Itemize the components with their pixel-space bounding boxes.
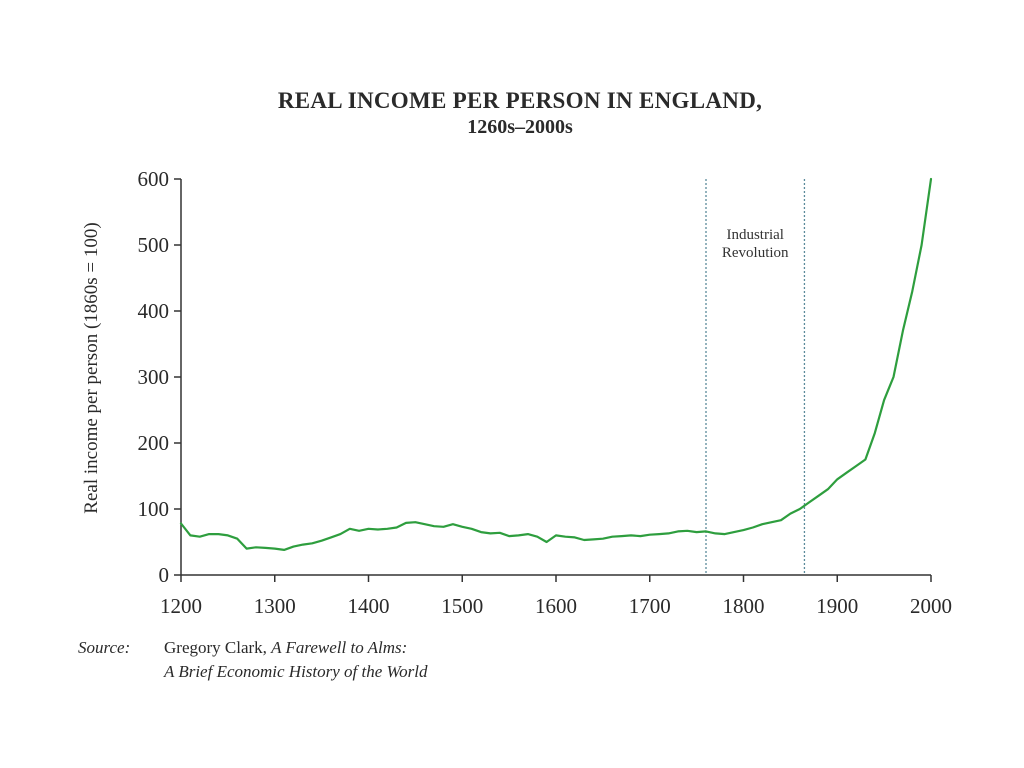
source-book-title-line-2: A Brief Economic History of the World [164,662,428,681]
source-label-text: Source [78,638,125,657]
source-author: Gregory Clark, [164,638,267,657]
source-label: Source: [78,636,164,660]
source-note: Source: Gregory Clark, A Farewell to Alm… [78,636,427,684]
y-tick-label: 400 [138,299,170,323]
y-tick-label: 500 [138,233,170,257]
x-tick-label: 1500 [441,594,483,618]
annotation-label-line-1: Industrial [726,227,784,243]
chart-title: REAL INCOME PER PERSON IN ENGLAND, [277,88,763,113]
income-series [179,177,933,551]
x-tick-label: 2000 [910,594,952,618]
y-tick-label: 600 [138,167,170,191]
x-tick-label: 1900 [816,594,858,618]
y-tick-label: 200 [138,431,170,455]
x-tick-label: 1400 [348,594,390,618]
x-tick-label: 1300 [254,594,296,618]
chart-subtitle: 1260s–2000s [467,116,573,138]
source-label-colon: : [124,638,131,657]
income-line [179,177,933,551]
x-tick-label: 1200 [160,594,202,618]
x-tick-label: 1600 [535,594,577,618]
annotation-label-line-2: Revolution [722,245,789,261]
y-tick-label: 300 [138,365,170,389]
axes: 0 100 200 300 400 500 600 1200 1300 1400 1500 1600 1… [138,167,953,618]
source-book-title-line-1: A Farewell to Alms: [271,638,408,657]
industrial-revolution-markers: Industrial Revolution [705,179,806,575]
y-tick-label: 0 [159,563,170,587]
x-tick-label: 1700 [629,594,671,618]
x-tick-label: 1800 [723,594,765,618]
y-axis-label: Real income per person (1860s = 100) [81,222,102,513]
y-tick-label: 100 [138,497,170,521]
